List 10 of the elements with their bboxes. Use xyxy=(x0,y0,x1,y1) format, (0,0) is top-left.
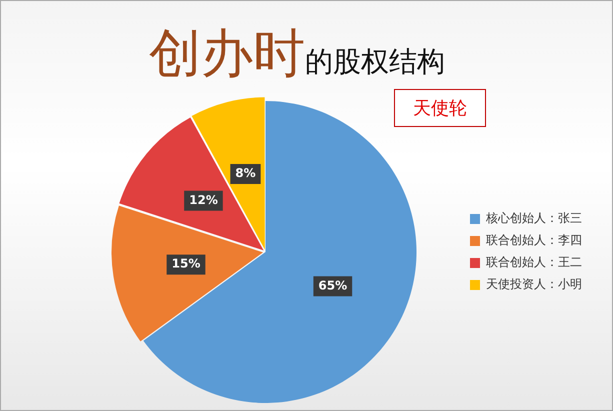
legend-label: 联合创始人：王二 xyxy=(486,255,582,270)
legend-label: 天使投资人：小明 xyxy=(486,277,582,292)
text: 天使轮 xyxy=(394,89,486,127)
data-label: 12% xyxy=(189,192,218,207)
legend-label: 核心创始人：张三 xyxy=(485,211,582,226)
data-label: 15% xyxy=(172,256,200,271)
chart-title: 创办时的股权结构 xyxy=(149,24,445,84)
data-label: 8% xyxy=(235,166,256,180)
legend-label: 联合创始人：李四 xyxy=(486,233,582,248)
data-label: 65% xyxy=(318,278,348,292)
